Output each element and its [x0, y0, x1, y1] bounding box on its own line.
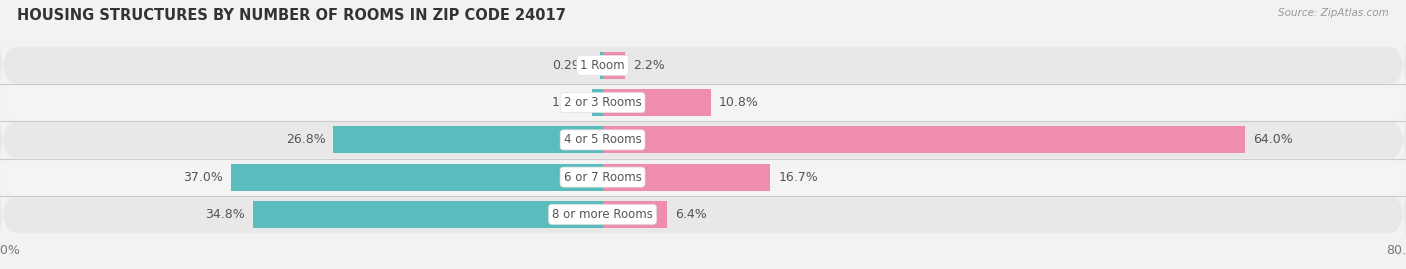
- Text: 26.8%: 26.8%: [285, 133, 325, 146]
- Bar: [603, 126, 1246, 153]
- Bar: [603, 89, 711, 116]
- Bar: [603, 164, 770, 190]
- Bar: [592, 89, 603, 116]
- Text: 10.8%: 10.8%: [718, 96, 759, 109]
- Bar: [333, 126, 603, 153]
- Text: 64.0%: 64.0%: [1253, 133, 1294, 146]
- Text: 1 Room: 1 Room: [581, 59, 624, 72]
- Bar: [599, 52, 603, 79]
- Bar: [603, 201, 666, 228]
- Text: HOUSING STRUCTURES BY NUMBER OF ROOMS IN ZIP CODE 24017: HOUSING STRUCTURES BY NUMBER OF ROOMS IN…: [17, 8, 565, 23]
- Text: 34.8%: 34.8%: [205, 208, 245, 221]
- FancyBboxPatch shape: [0, 140, 1406, 215]
- Bar: [603, 52, 624, 79]
- Bar: [231, 164, 603, 190]
- Text: 16.7%: 16.7%: [779, 171, 818, 184]
- Text: 2 or 3 Rooms: 2 or 3 Rooms: [564, 96, 641, 109]
- Bar: [253, 201, 603, 228]
- Text: 8 or more Rooms: 8 or more Rooms: [553, 208, 652, 221]
- Text: 6.4%: 6.4%: [675, 208, 707, 221]
- Text: 2.2%: 2.2%: [633, 59, 665, 72]
- FancyBboxPatch shape: [0, 28, 1406, 103]
- Text: 0.29%: 0.29%: [553, 59, 592, 72]
- Text: Source: ZipAtlas.com: Source: ZipAtlas.com: [1278, 8, 1389, 18]
- Text: 4 or 5 Rooms: 4 or 5 Rooms: [564, 133, 641, 146]
- Text: 6 or 7 Rooms: 6 or 7 Rooms: [564, 171, 641, 184]
- Text: 1.1%: 1.1%: [551, 96, 583, 109]
- Text: 37.0%: 37.0%: [183, 171, 224, 184]
- FancyBboxPatch shape: [0, 102, 1406, 178]
- FancyBboxPatch shape: [0, 65, 1406, 140]
- FancyBboxPatch shape: [0, 177, 1406, 252]
